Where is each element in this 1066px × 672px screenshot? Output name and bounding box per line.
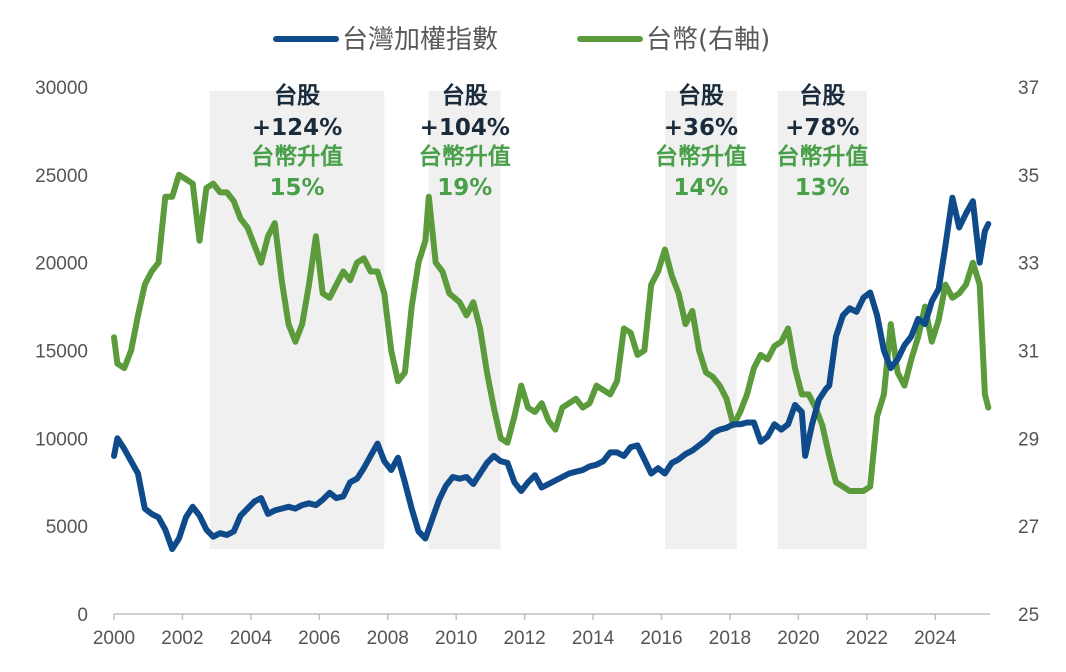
annotation-stock-change: +36% bbox=[664, 115, 738, 141]
y-right-tick-label: 29 bbox=[1018, 429, 1039, 450]
series-line-taiex bbox=[111, 194, 992, 552]
x-tick-label: 2002 bbox=[161, 628, 203, 649]
annotation-stock-change: +78% bbox=[785, 115, 859, 141]
y-right-tick-label: 31 bbox=[1018, 342, 1039, 363]
y-right-tick-label: 35 bbox=[1018, 166, 1039, 187]
x-tick-label: 2024 bbox=[914, 628, 957, 649]
annotation-title: 台股 bbox=[678, 82, 724, 109]
x-tick-label: 2016 bbox=[640, 628, 682, 649]
legend: 台灣加權指數 台幣(右軸) bbox=[273, 25, 770, 55]
legend-label-twd: 台幣(右軸) bbox=[646, 25, 770, 55]
period-annotations: 台股+124%台幣升值15%台股+104%台幣升值19%台股+36%台幣升值14… bbox=[251, 82, 868, 201]
annotation-fx-label: 台幣升值 bbox=[419, 143, 511, 170]
y-left-tick-label: 25000 bbox=[35, 166, 88, 187]
annotation-title: 台股 bbox=[442, 82, 488, 109]
annotation-fx-change: 14% bbox=[673, 175, 728, 201]
y-left-tick-label: 0 bbox=[77, 605, 88, 626]
y-left-ticks: 0 5000 10000 15000 20000 25000 30000 bbox=[35, 78, 88, 626]
shaded-period-3 bbox=[777, 91, 867, 549]
annotation-title: 台股 bbox=[274, 82, 320, 109]
y-right-tick-label: 27 bbox=[1018, 517, 1039, 538]
y-left-tick-label: 15000 bbox=[35, 342, 88, 363]
annotation-fx-label: 台幣升值 bbox=[251, 143, 343, 170]
shaded-period-2 bbox=[664, 91, 737, 549]
annotation-stock-change: +104% bbox=[420, 115, 510, 141]
annotation-fx-label: 台幣升值 bbox=[655, 143, 747, 170]
y-left-tick-label: 20000 bbox=[35, 254, 88, 275]
x-tick-label: 2012 bbox=[503, 628, 545, 649]
x-tick-label: 2014 bbox=[572, 628, 615, 649]
series-line-twd bbox=[111, 171, 992, 494]
x-tick-label: 2006 bbox=[298, 628, 340, 649]
x-tick-label: 2018 bbox=[709, 628, 751, 649]
y-left-tick-label: 5000 bbox=[46, 517, 88, 538]
x-tick-label: 2010 bbox=[435, 628, 477, 649]
x-tick-label: 2004 bbox=[230, 628, 273, 649]
x-tick-label: 2020 bbox=[777, 628, 819, 649]
y-right-tick-label: 25 bbox=[1018, 605, 1039, 626]
series-lines bbox=[111, 171, 992, 552]
y-right-tick-label: 37 bbox=[1018, 78, 1039, 99]
x-tick-label: 2008 bbox=[367, 628, 409, 649]
x-ticks: 2000 2002 2004 2006 2008 2010 2012 2014 2016 2018… bbox=[93, 614, 957, 649]
annotation-fx-change: 13% bbox=[795, 175, 850, 201]
shaded-periods bbox=[209, 91, 867, 549]
annotation-stock-change: +124% bbox=[252, 115, 342, 141]
x-tick-label: 2022 bbox=[846, 628, 888, 649]
y-right-ticks: 25 27 29 31 33 35 37 bbox=[1018, 78, 1039, 626]
annotation-fx-change: 19% bbox=[437, 175, 492, 201]
annotation-fx-change: 15% bbox=[270, 175, 325, 201]
y-left-tick-label: 10000 bbox=[35, 429, 88, 450]
shaded-period-0 bbox=[209, 91, 385, 549]
y-left-tick-label: 30000 bbox=[35, 78, 88, 99]
annotation-title: 台股 bbox=[799, 82, 845, 109]
legend-label-taiex: 台灣加權指數 bbox=[342, 25, 498, 55]
x-tick-label: 2000 bbox=[93, 628, 135, 649]
y-right-tick-label: 33 bbox=[1018, 254, 1039, 275]
shaded-period-1 bbox=[428, 91, 501, 549]
annotation-fx-label: 台幣升值 bbox=[776, 143, 868, 170]
